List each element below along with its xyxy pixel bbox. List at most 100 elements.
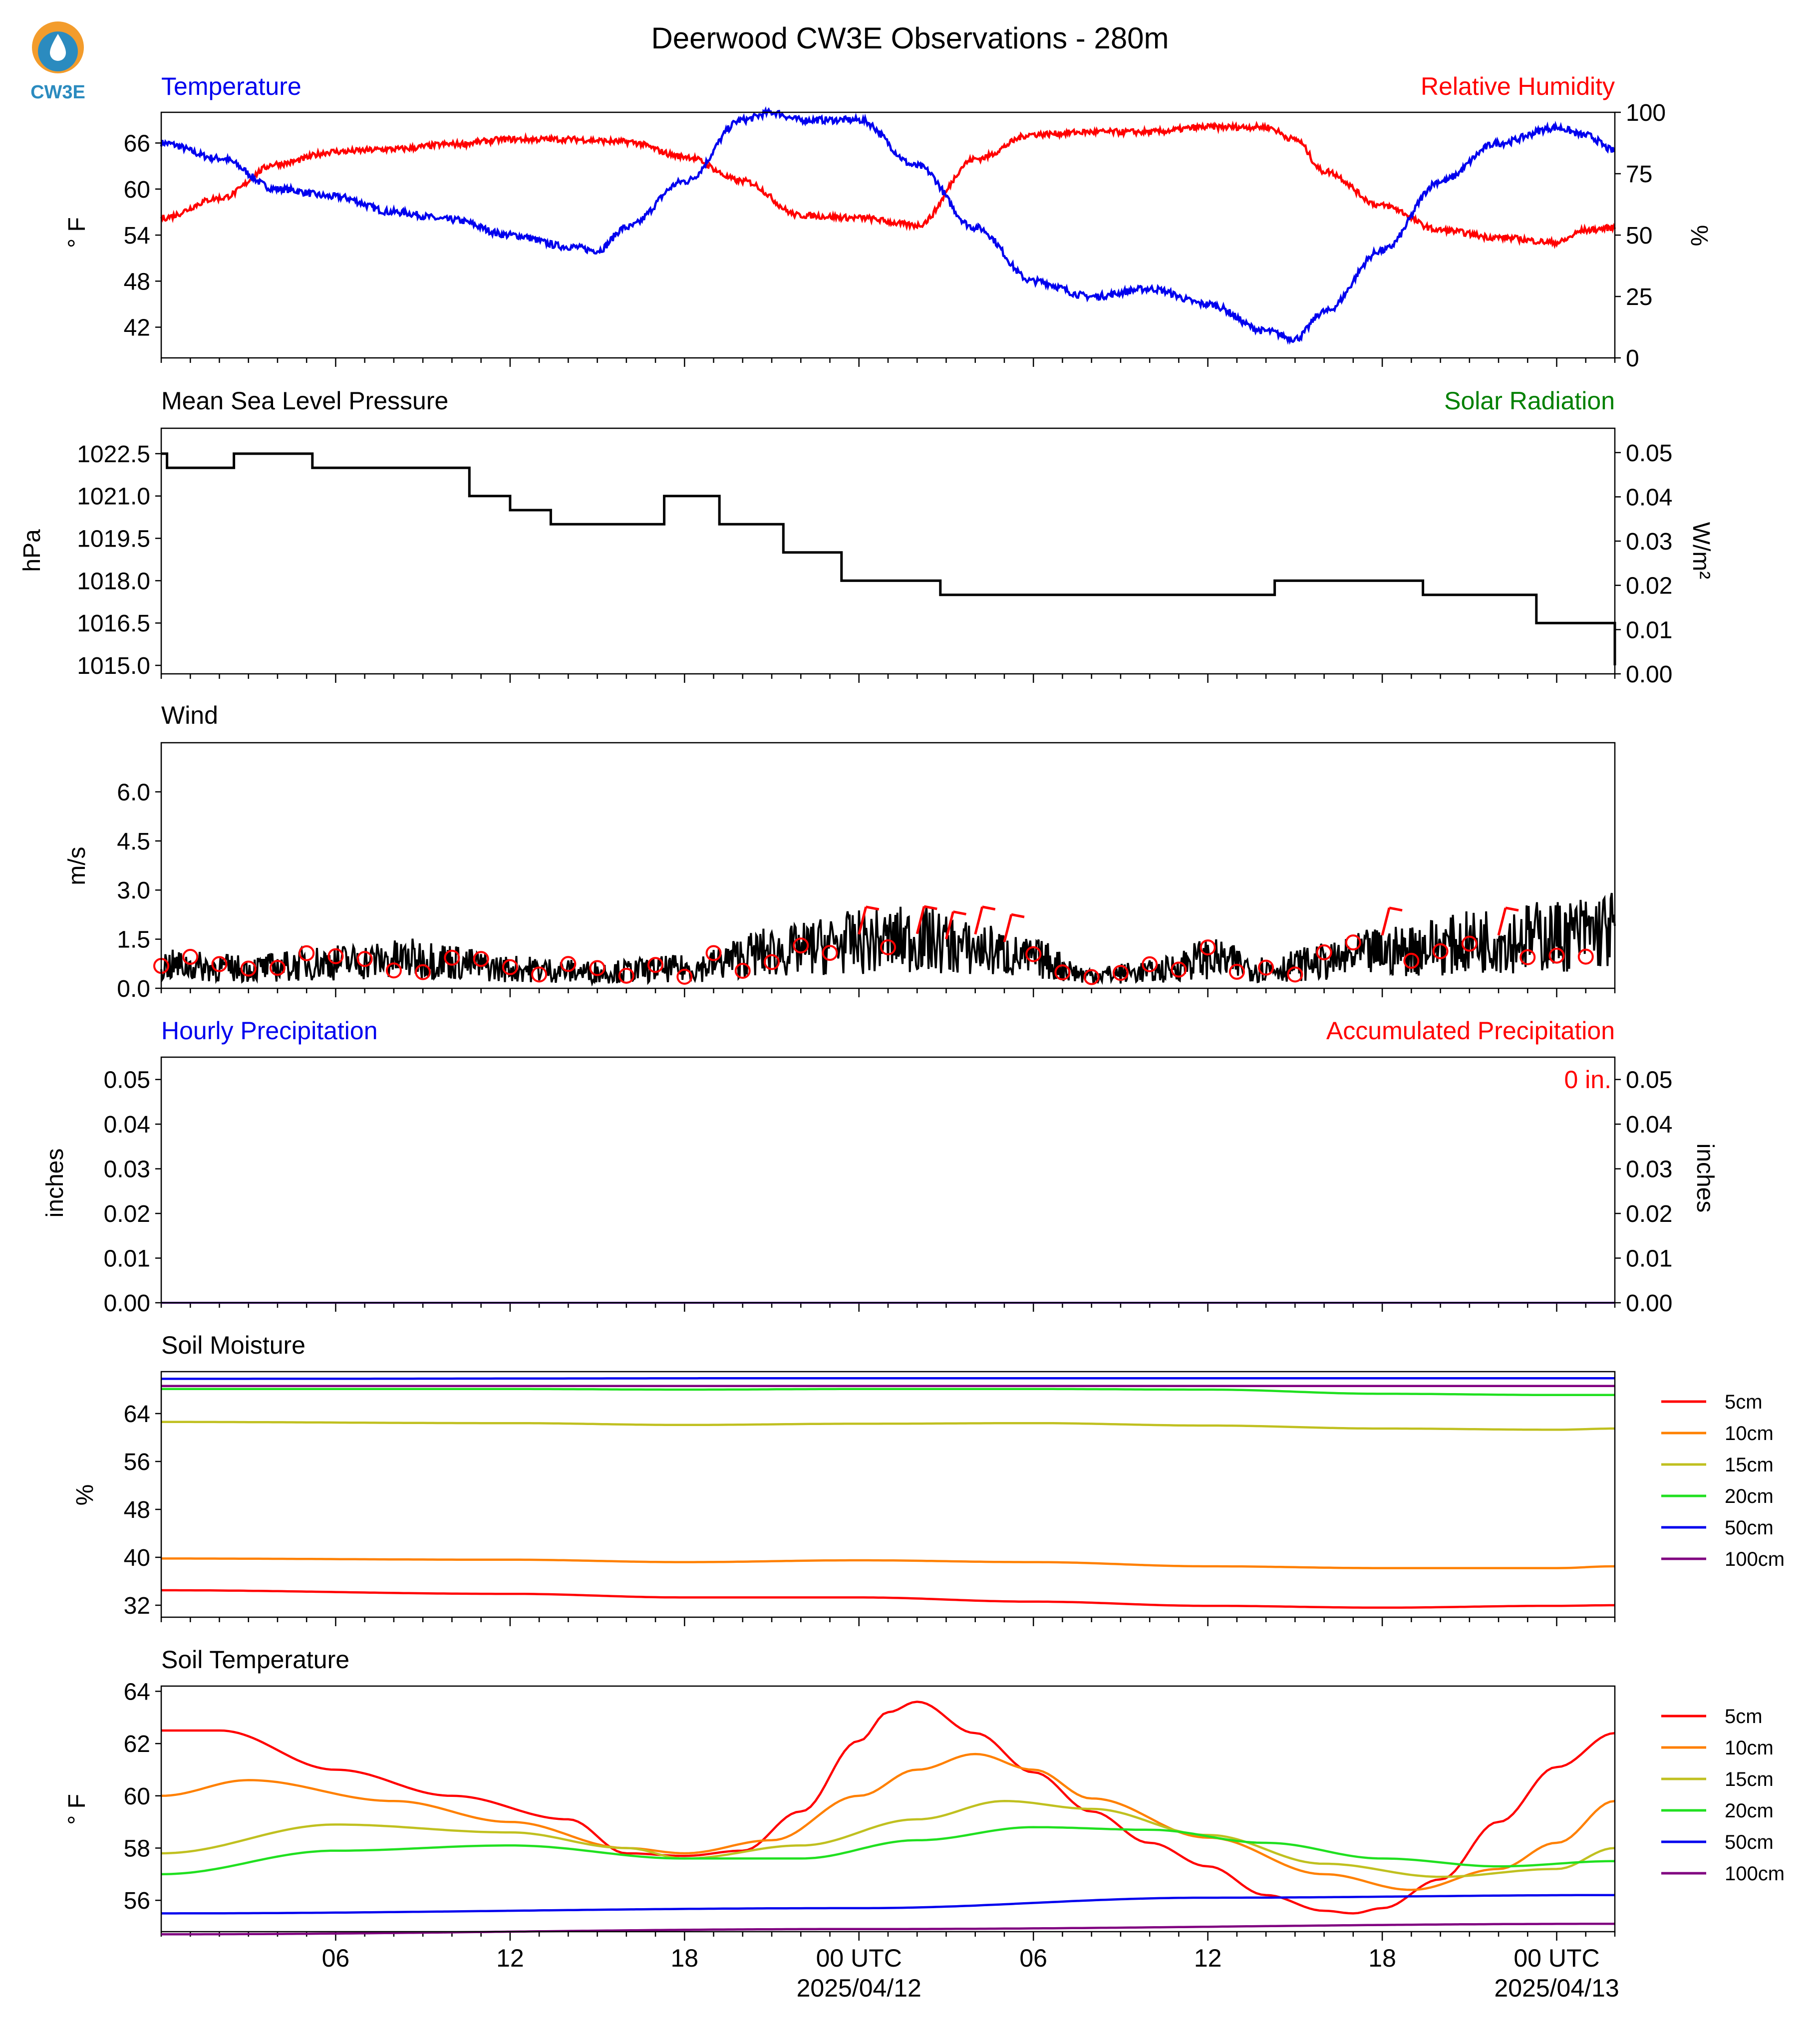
- temperature-axis-label: ° F: [64, 217, 90, 248]
- solar-title: Solar Radiation: [1444, 387, 1615, 415]
- soil-moisture-lines: [161, 1377, 1615, 1609]
- legend-label: 100cm: [1725, 1863, 1785, 1885]
- soil-temp-15cm-line: [161, 1800, 1615, 1878]
- x-date-label: 2025/04/13: [1494, 1974, 1619, 2002]
- solar-y-ticks: 0.00 0.01 0.02 0.03 0.04 0.05: [1615, 440, 1672, 688]
- legend-label: 10cm: [1725, 1423, 1774, 1445]
- temperature-humidity-frame: [160, 111, 1616, 359]
- calm-wind-circle: [1171, 961, 1187, 978]
- wind-barb-flag: [923, 905, 937, 910]
- calm-wind-circle: [1287, 966, 1303, 983]
- temperature-title: Temperature: [161, 72, 302, 100]
- y-tick-label: 60: [124, 177, 150, 203]
- y-tick-label: 64: [124, 1401, 150, 1428]
- pressure-solar-frame: [160, 427, 1616, 675]
- calm-wind-circle: [705, 945, 722, 961]
- calm-wind-circle: [444, 949, 460, 966]
- y-tick-label: 0.0: [117, 976, 150, 1002]
- legend-label: 5cm: [1725, 1706, 1763, 1728]
- y-tick-label: 0.03: [1626, 1157, 1672, 1183]
- x-ticks: [160, 988, 1616, 997]
- pressure-line: [161, 452, 1616, 665]
- hourly-precip-title: Hourly Precipitation: [161, 1017, 378, 1045]
- solar-axis-label: W/m²: [1688, 522, 1714, 579]
- y-tick-label: 6.0: [117, 779, 150, 806]
- calm-wind-circle: [734, 962, 751, 979]
- soil-moisture-5cm-line: [161, 1589, 1615, 1609]
- wind-speed-line: [160, 892, 1616, 987]
- panel-pressure-solar: Mean Sea Level Pressure Solar Radiation …: [19, 387, 1714, 688]
- calm-wind-circle: [415, 964, 431, 980]
- temperature-line: [160, 106, 1615, 345]
- y-tick-label: 0.01: [104, 1246, 150, 1272]
- x-ticks: [160, 358, 1616, 367]
- legend-label: 20cm: [1725, 1485, 1774, 1507]
- y-tick-label: 1018.0: [77, 568, 150, 594]
- calm-wind-circle: [1432, 943, 1449, 959]
- soil-temp-frame: [160, 1685, 1616, 1933]
- y-tick-label: 25: [1626, 284, 1652, 310]
- legend-label: 10cm: [1725, 1737, 1774, 1759]
- soil-moisture-10cm-line: [161, 1557, 1615, 1569]
- x-tick-label: 12: [1194, 1944, 1222, 1972]
- y-tick-label: 4.5: [117, 829, 150, 855]
- wind-barb-staff: [858, 906, 868, 935]
- wind-title: Wind: [161, 701, 218, 729]
- y-tick-label: 0.05: [1626, 1067, 1672, 1094]
- calm-wind-circle: [385, 962, 402, 979]
- y-tick-label: 100: [1626, 100, 1666, 126]
- calm-wind-circle: [1577, 948, 1594, 965]
- y-tick-label: 64: [124, 1679, 150, 1705]
- wind-barb-flag: [1505, 906, 1519, 912]
- y-tick-label: 0.00: [1626, 1290, 1672, 1317]
- wind-barb-flag: [1011, 913, 1025, 918]
- x-ticks: [160, 1303, 1616, 1312]
- y-tick-label: 0.02: [104, 1201, 150, 1227]
- x-tick-label: 18: [1368, 1944, 1396, 1972]
- calm-wind-circle: [356, 951, 373, 967]
- soil-moisture-frame: [160, 1371, 1616, 1618]
- calm-wind-circle: [1461, 935, 1478, 952]
- humidity-title: Relative Humidity: [1421, 72, 1615, 100]
- y-tick-label: 58: [124, 1836, 150, 1862]
- y-tick-label: 66: [124, 131, 150, 157]
- calm-wind-circle: [1200, 939, 1216, 956]
- legend-label: 100cm: [1725, 1548, 1785, 1570]
- legend-label: 50cm: [1725, 1517, 1774, 1539]
- x-tick-label: 06: [322, 1944, 350, 1972]
- soil-temp-title: Soil Temperature: [161, 1646, 349, 1674]
- y-tick-label: 0.05: [104, 1067, 150, 1094]
- calm-wind-circle: [1345, 934, 1361, 951]
- calm-wind-circle: [502, 959, 518, 975]
- legend-label: 15cm: [1725, 1454, 1774, 1476]
- y-tick-label: 1019.5: [77, 526, 150, 553]
- soil-temp-5cm-line: [161, 1701, 1615, 1915]
- wind-barb-staff: [974, 906, 984, 935]
- y-tick-label: 48: [124, 1497, 150, 1523]
- y-tick-label: 56: [124, 1888, 150, 1914]
- accum-precip-title: Accumulated Precipitation: [1326, 1017, 1615, 1045]
- pressure-y-ticks: 1015.0 1016.5 1018.0 1019.5 1021.0 1022.5: [77, 441, 161, 679]
- soil-moisture-legend: 5cm 10cm 15cm 20cm 50cm 100cm: [1661, 1391, 1785, 1570]
- x-tick-label: 12: [496, 1944, 524, 1972]
- soil-temp-lines: [161, 1701, 1615, 1936]
- panel-precipitation: Hourly Precipitation Accumulated Precipi…: [42, 1017, 1718, 1317]
- calm-wind-circle: [1083, 969, 1100, 985]
- calm-wind-circle: [1258, 959, 1274, 976]
- calm-wind-circle: [182, 949, 199, 965]
- y-tick-label: 1016.5: [77, 610, 150, 637]
- calm-wind-circle: [1519, 949, 1536, 965]
- soil-moisture-20cm-line: [161, 1388, 1615, 1397]
- y-tick-label: 0.04: [1626, 1112, 1672, 1138]
- wind-barb-staff: [1497, 907, 1507, 936]
- humidity-axis-label: %: [1686, 225, 1712, 247]
- calm-wind-circle: [822, 945, 838, 961]
- soil-moisture-15cm-line: [161, 1421, 1615, 1431]
- soil-moisture-50cm-line: [161, 1377, 1615, 1380]
- soil-temp-axis-label: ° F: [64, 1794, 90, 1825]
- calm-wind-circle: [240, 960, 257, 977]
- calm-wind-circle: [1548, 947, 1565, 964]
- calm-wind-circle: [880, 939, 896, 955]
